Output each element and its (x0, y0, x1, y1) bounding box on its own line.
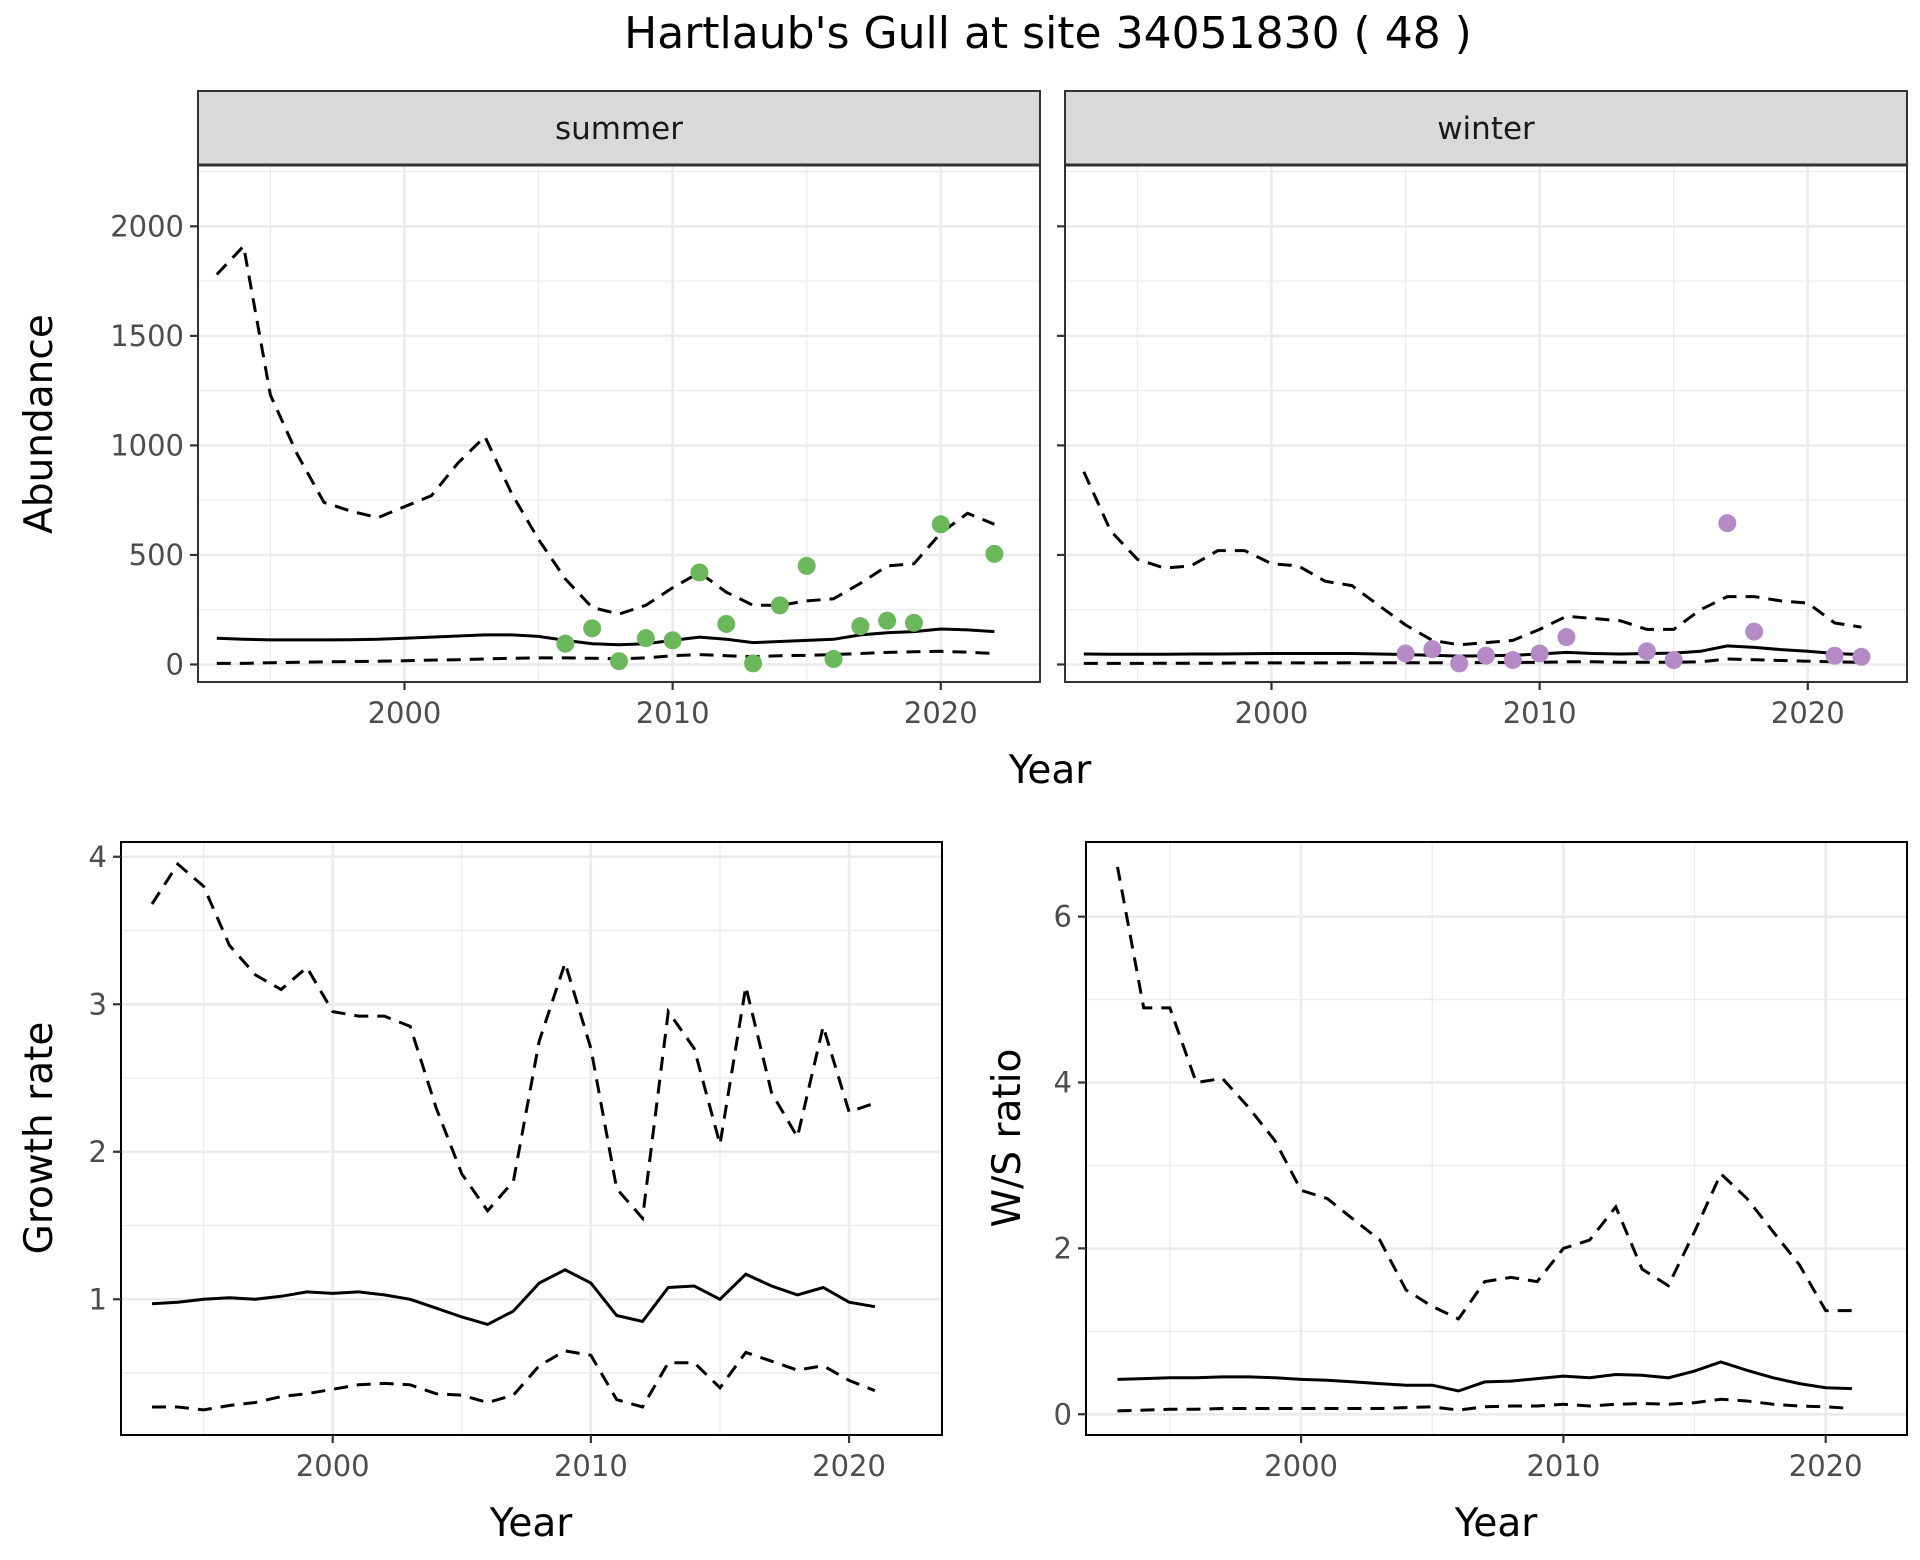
x-axis-title: Year (489, 1501, 574, 1546)
panel-border (120, 841, 943, 1436)
facet-strip (1064, 90, 1908, 166)
lower-bound-line (152, 1349, 876, 1412)
y-tick-label: 2 (89, 1135, 107, 1169)
y-tick-label: 1 (89, 1282, 107, 1316)
estimate-line (1117, 1360, 1852, 1393)
x-tick-label: 2000 (296, 1449, 370, 1483)
panel-border (197, 164, 1041, 683)
observation-point (1503, 651, 1522, 670)
facet-label: summer (555, 111, 683, 147)
observation-point (770, 596, 789, 615)
panel-ratio: 2000 2010 2020 0 2 4 6 Year W/S ratio (985, 841, 1908, 1546)
observation-point (663, 631, 682, 650)
observation-point (1637, 642, 1656, 661)
lower-bound-line (1117, 1397, 1852, 1413)
observation-point (851, 617, 870, 636)
observation-point (1396, 644, 1415, 663)
upper-bound-line (215, 242, 995, 616)
observation-point (1477, 646, 1495, 665)
x-tick-label: 2020 (812, 1449, 886, 1483)
panel-summer: summer 2000 2010 2020 0 500 1000 1500 2000 Abunda… (17, 90, 1041, 730)
y-tick-label: 6 (1054, 900, 1072, 934)
chart-title: Hartlaub's Gull at site 34051830 ( 48 ) (624, 8, 1472, 59)
x-axis-title: Year (1454, 1501, 1539, 1546)
x-axis-title-facets: Year (1008, 748, 1093, 793)
observation-point (985, 544, 1004, 563)
y-tick-label: 3 (89, 987, 107, 1021)
estimate-line (151, 1268, 876, 1327)
estimate-line (1083, 644, 1862, 658)
estimate-line (216, 627, 995, 647)
lower-bound-line (216, 649, 995, 665)
observation-point (1530, 644, 1549, 663)
observation-point (824, 649, 843, 668)
y-tick-label: 1500 (110, 319, 184, 353)
observation-point (1852, 647, 1871, 666)
y-tick-label: 1000 (110, 428, 184, 462)
observation-point (717, 614, 736, 633)
x-tick-label: 2020 (1789, 1449, 1863, 1483)
x-tick-label: 2000 (368, 696, 442, 730)
observation-point (1423, 640, 1442, 659)
x-tick-label: 2010 (554, 1449, 628, 1483)
observation-point (904, 613, 923, 632)
y-axis-title: W/S ratio (985, 1049, 1030, 1228)
observation-point (744, 654, 763, 673)
x-tick-label: 2010 (1526, 1449, 1600, 1483)
observation-point (610, 652, 628, 671)
panel-border (1064, 164, 1908, 683)
x-tick-label: 2000 (1264, 1449, 1338, 1483)
observation-point (1825, 646, 1844, 665)
observation-point (556, 634, 575, 653)
observation-point (1557, 628, 1576, 647)
y-tick-label: 500 (129, 538, 184, 572)
observation-point (1745, 622, 1764, 641)
observation-point (797, 556, 816, 575)
y-tick-label: 4 (89, 840, 107, 874)
panel-border (1085, 841, 1908, 1436)
x-tick-label: 2020 (904, 696, 978, 730)
observation-point (1450, 654, 1469, 673)
observation-point (931, 515, 950, 534)
lower-bound-line (1083, 657, 1862, 665)
y-tick-label: 2000 (110, 209, 184, 243)
y-tick-label: 0 (1054, 1397, 1072, 1431)
observation-point (1718, 514, 1737, 533)
x-tick-label: 2010 (636, 696, 710, 730)
y-axis-title: Growth rate (17, 1022, 62, 1255)
observation-point (583, 619, 602, 638)
observation-point (690, 563, 709, 582)
facet-label: winter (1437, 111, 1535, 147)
panel-winter: winter 2000 2010 2020 (1057, 90, 1908, 730)
upper-bound-line (1116, 866, 1852, 1321)
x-tick-label: 2010 (1503, 696, 1577, 730)
y-tick-label: 0 (166, 647, 184, 681)
y-axis-title: Abundance (17, 314, 62, 534)
panel-growth: 2000 2010 2020 1 2 3 4 Year Growth rate (17, 840, 943, 1546)
upper-bound-line (150, 861, 876, 1222)
upper-bound-line (1082, 471, 1862, 647)
y-tick-label: 2 (1054, 1231, 1072, 1265)
y-tick-label: 4 (1054, 1066, 1072, 1100)
observation-point (878, 611, 897, 630)
observation-point (636, 629, 655, 648)
observation-point (1664, 651, 1683, 670)
x-tick-label: 2020 (1771, 696, 1845, 730)
x-tick-label: 2000 (1235, 696, 1309, 730)
